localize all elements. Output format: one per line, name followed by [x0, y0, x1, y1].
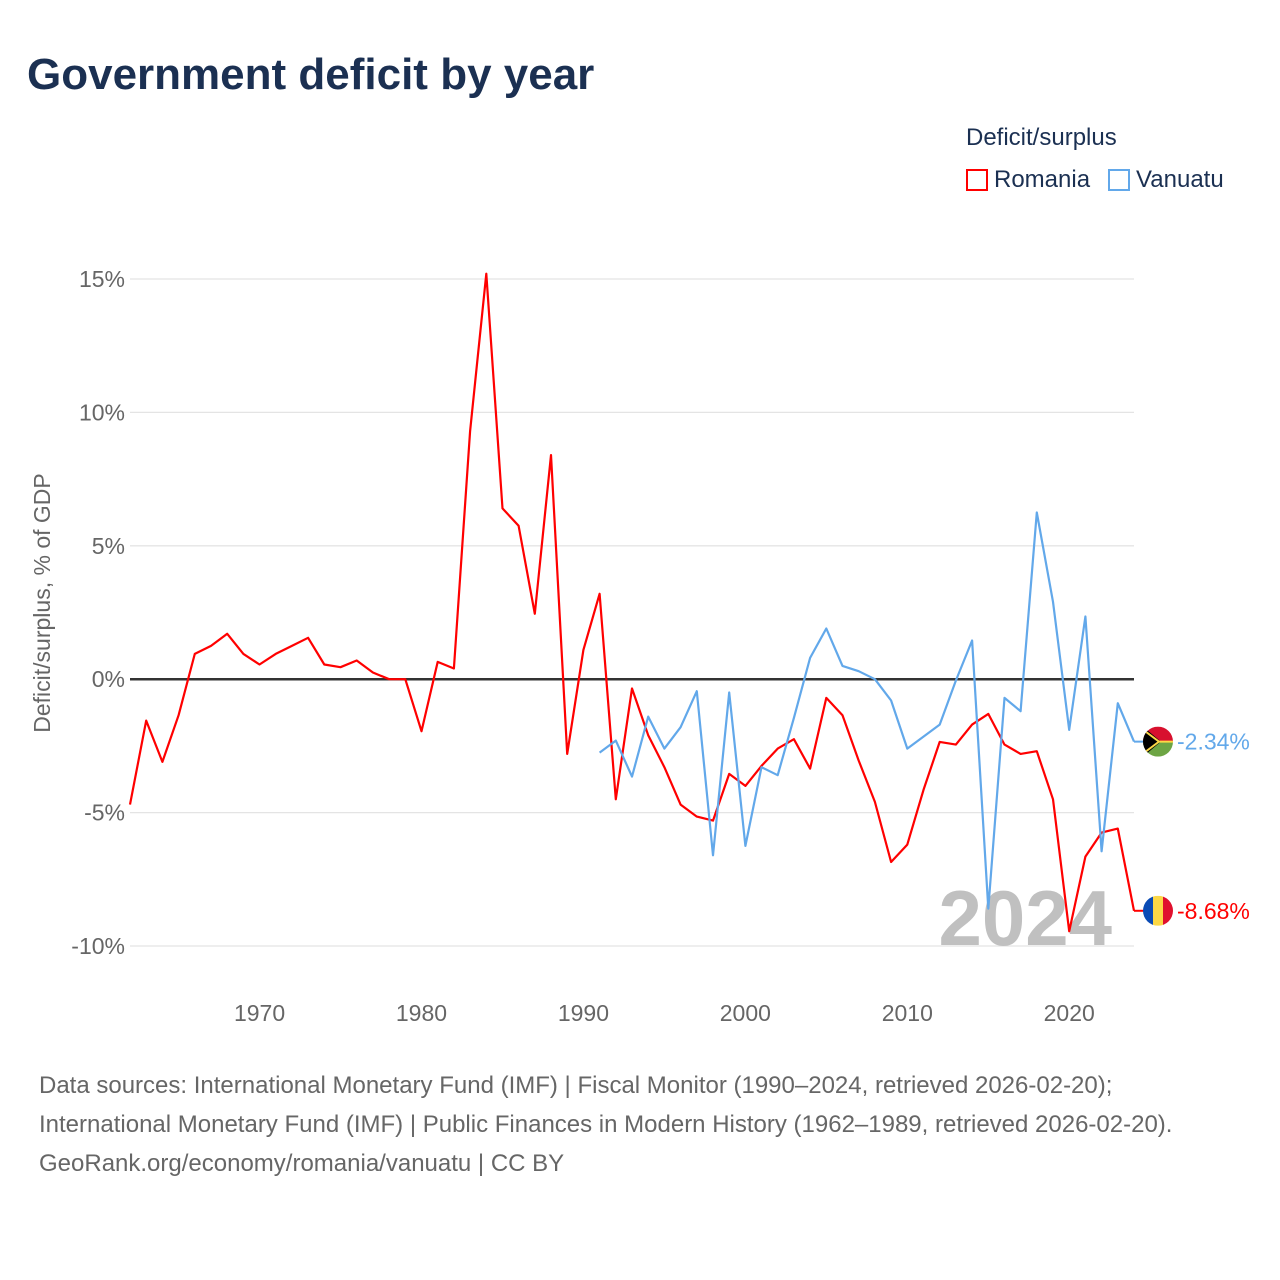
flag-body	[1143, 895, 1173, 926]
end-value-label-romania: -8.68%	[1177, 898, 1250, 924]
x-tick-label: 1990	[558, 1000, 609, 1026]
x-tick-label: 2010	[882, 1000, 933, 1026]
legend-label: Vanuatu	[1136, 166, 1224, 193]
y-tick-label: 15%	[79, 266, 125, 292]
legend-label: Romania	[994, 166, 1091, 193]
legend: Deficit/surplus Romania Vanuatu	[966, 124, 1224, 194]
flag-romania-icon	[1143, 895, 1173, 926]
line-chart: 15% 10% 5% 0% -5% -10% 1970 1980 1990 2000 2010 202…	[29, 266, 1250, 1026]
y-tick-label: 5%	[92, 533, 125, 559]
x-tick-label: 2000	[720, 1000, 771, 1026]
x-tick-label: 1970	[234, 1000, 285, 1026]
legend-title: Deficit/surplus	[966, 124, 1117, 151]
legend-swatch-romania	[966, 169, 988, 191]
year-watermark: 2024	[938, 874, 1112, 962]
flag-stripe	[1163, 895, 1173, 926]
end-value-label-vanuatu: -2.34%	[1177, 729, 1250, 755]
x-tick-label: 2020	[1044, 1000, 1095, 1026]
legend-item-romania[interactable]: Romania	[966, 166, 1090, 194]
y-axis-title: Deficit/surplus, % of GDP	[29, 473, 55, 732]
series-line-vanuatu	[598, 511, 1136, 910]
legend-item-vanuatu[interactable]: Vanuatu	[1108, 166, 1224, 194]
y-tick-label: 0%	[92, 666, 125, 692]
y-tick-label: -10%	[71, 933, 125, 959]
credit-link[interactable]: GeoRank.org/economy/romania/vanuatu | CC…	[39, 1150, 565, 1177]
footer: Data sources: International Monetary Fun…	[39, 1066, 1239, 1183]
flag-stripe	[1153, 895, 1163, 926]
flag-vanuatu-icon	[1143, 726, 1173, 757]
chart-title: Government deficit by year	[27, 50, 595, 99]
series-line-romania	[128, 272, 1136, 933]
x-tick-label: 1980	[396, 1000, 447, 1026]
legend-swatch-vanuatu	[1108, 169, 1131, 191]
y-tick-label: -5%	[84, 800, 125, 826]
data-sources: Data sources: International Monetary Fun…	[39, 1072, 1173, 1138]
flag-body	[1143, 726, 1173, 757]
y-tick-label: 10%	[79, 399, 125, 425]
flag-stripe	[1143, 895, 1153, 926]
